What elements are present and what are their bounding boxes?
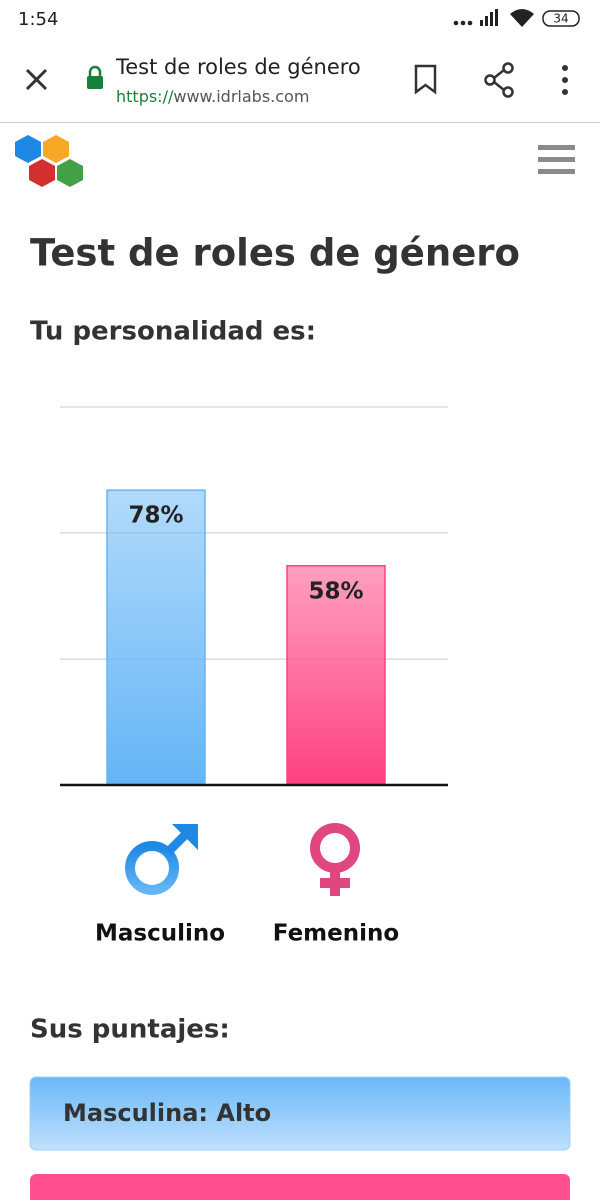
bar-value-label: 58% [308, 578, 363, 604]
heading: Test de roles de género [30, 232, 520, 275]
score-box [29, 1076, 571, 1151]
male-symbol [125, 824, 198, 895]
site-logo[interactable] [15, 135, 83, 187]
female-symbol [310, 823, 360, 896]
status-time: 1:54 [18, 9, 58, 30]
status-icons [453, 9, 580, 27]
scores-heading: Sus puntajes: [30, 1015, 230, 1045]
score-text: Masculina: Alto [63, 1099, 271, 1127]
menu-button[interactable] [562, 65, 568, 95]
bar [106, 489, 206, 786]
close-button[interactable] [25, 68, 48, 91]
share-button[interactable] [484, 62, 514, 98]
hamburger-menu[interactable] [538, 145, 575, 174]
url[interactable]: https://www.idrlabs.com [116, 87, 309, 106]
subheading: Tu personalidad es: [30, 317, 316, 347]
bookmark-button[interactable] [414, 64, 437, 95]
score-box [30, 1174, 570, 1204]
page-title: Test de roles de género [115, 55, 361, 79]
category-label: Femenino [273, 921, 399, 947]
battery-level: 34 [553, 12, 568, 26]
category-label: Masculino [95, 921, 225, 947]
url-scheme: https:// [116, 87, 174, 106]
lock-icon [87, 65, 103, 89]
bar-value-label: 78% [128, 503, 183, 529]
url-host: www.idrlabs.com [173, 87, 309, 106]
